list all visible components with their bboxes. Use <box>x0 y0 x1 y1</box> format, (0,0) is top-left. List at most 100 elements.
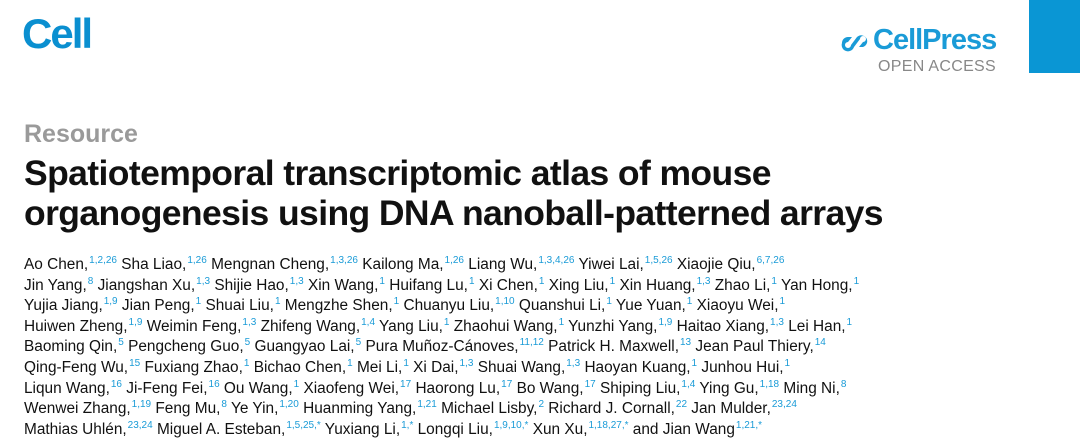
affiliation-superscript[interactable]: 1 <box>403 357 409 369</box>
author-line: Jin Yang,8 Jiangshan Xu,1,3 Shijie Hao,1… <box>24 276 859 297</box>
affiliation-superscript[interactable]: 1,9 <box>128 316 143 328</box>
author-name: Xin Wang, <box>307 276 379 294</box>
author: Huiwen Zheng,1,9 <box>24 316 143 335</box>
affiliation-superscript[interactable]: 1 <box>293 378 300 390</box>
affiliation-superscript[interactable]: 17 <box>400 378 412 390</box>
affiliation-superscript[interactable]: 1 <box>606 296 612 308</box>
affiliation-superscript[interactable]: 1,5,26 <box>644 255 673 266</box>
affiliation-superscript[interactable]: 1,3 <box>770 316 784 328</box>
affiliation-superscript[interactable]: 8 <box>87 275 94 287</box>
affiliation-superscript[interactable]: 1,3 <box>242 316 257 328</box>
affiliation-superscript[interactable]: 1,21 <box>417 399 437 411</box>
affiliation-superscript[interactable]: 1 <box>347 357 353 369</box>
author-name: Huanming Yang, <box>303 400 417 418</box>
author-name: Yang Liu, <box>379 317 443 335</box>
affiliation-superscript[interactable]: 1,4 <box>361 316 376 328</box>
author: Ye Yin,1,20 <box>231 399 299 418</box>
author: Yujia Jiang,1,9 <box>24 296 118 315</box>
affiliation-superscript[interactable]: 5 <box>118 337 124 349</box>
author: Bichao Chen,1 <box>254 357 353 376</box>
affiliation-superscript[interactable]: 1,26 <box>444 255 464 266</box>
affiliation-superscript[interactable]: 1 <box>195 296 202 308</box>
author: Richard J. Cornall,22 <box>548 399 688 418</box>
author: Xiaoyu Wei,1 <box>697 296 786 315</box>
affiliation-superscript[interactable]: 1 <box>771 275 777 287</box>
affiliation-superscript[interactable]: 22 <box>675 399 688 411</box>
author-name: Pengcheng Guo, <box>128 338 244 356</box>
affiliation-superscript[interactable]: 1,9 <box>103 296 118 308</box>
author: Feng Mu,8 <box>155 399 227 418</box>
affiliation-superscript[interactable]: 1 <box>243 357 250 369</box>
author: Jian Peng,1 <box>122 296 202 315</box>
affiliation-superscript[interactable]: 1,3,4,26 <box>538 255 575 266</box>
affiliation-superscript[interactable]: 1 <box>538 275 545 287</box>
affiliation-superscript[interactable]: 1 <box>853 275 860 287</box>
affiliation-superscript[interactable]: 1 <box>691 357 698 369</box>
affiliation-superscript[interactable]: 1,21,* <box>735 419 763 431</box>
author-name: Yiwei Lai, <box>578 256 644 273</box>
affiliation-superscript[interactable]: 1,3 <box>289 275 304 287</box>
affiliation-superscript[interactable]: 15 <box>129 357 141 369</box>
affiliation-superscript[interactable]: 1 <box>686 296 693 308</box>
author: Lei Han,1 <box>788 316 853 335</box>
affiliation-superscript[interactable]: 1,* <box>401 419 414 431</box>
affiliation-superscript[interactable]: 1 <box>846 316 853 328</box>
affiliation-superscript[interactable]: 1,3 <box>196 275 211 287</box>
author: Jiangshan Xu,1,3 <box>98 275 211 294</box>
affiliation-superscript[interactable]: 5 <box>355 337 362 349</box>
author-name: and Jian Wang <box>632 420 735 438</box>
author: Jean Paul Thiery,14 <box>695 337 826 356</box>
author: Shuai Liu,1 <box>205 296 281 315</box>
affiliation-superscript[interactable]: 1,2,26 <box>89 255 117 266</box>
affiliation-superscript[interactable]: 8 <box>840 378 847 390</box>
affiliation-superscript[interactable]: 2 <box>538 399 545 411</box>
author-name: Jan Mulder, <box>691 400 771 418</box>
affiliation-superscript[interactable]: 17 <box>584 378 596 390</box>
affiliation-superscript[interactable]: 1,3 <box>696 275 711 287</box>
affiliation-superscript[interactable]: 1 <box>468 275 475 287</box>
affiliation-superscript[interactable]: 1,18 <box>759 378 780 390</box>
affiliation-superscript[interactable]: 17 <box>501 378 513 390</box>
affiliation-superscript[interactable]: 1 <box>779 296 786 308</box>
author-line: Ao Chen,1,2,26 Sha Liao,1,26 Mengnan Che… <box>24 255 859 276</box>
affiliation-superscript[interactable]: 1 <box>784 357 791 369</box>
author-line: Qing-Feng Wu,15 Fuxiang Zhao,1 Bichao Ch… <box>24 358 859 379</box>
author-name: Haoyan Kuang, <box>584 358 691 376</box>
affiliation-superscript[interactable]: 1,3,26 <box>330 255 358 266</box>
affiliation-superscript[interactable]: 1,19 <box>131 399 152 411</box>
affiliation-superscript[interactable]: 1,4 <box>681 378 696 390</box>
affiliation-superscript[interactable]: 11,12 <box>519 337 544 349</box>
affiliation-superscript[interactable]: 16 <box>208 378 220 390</box>
affiliation-superscript[interactable]: 1,9,10,* <box>493 419 529 431</box>
affiliation-superscript[interactable]: 1,5,25,* <box>286 419 321 431</box>
affiliation-superscript[interactable]: 1 <box>558 316 565 328</box>
affiliation-superscript[interactable]: 1,10 <box>495 296 515 308</box>
affiliation-superscript[interactable]: 1 <box>443 316 450 328</box>
article-type: Resource <box>24 120 138 148</box>
author: Shuai Wang,1,3 <box>478 357 581 376</box>
affiliation-superscript[interactable]: 1,20 <box>279 399 299 411</box>
affiliation-superscript[interactable]: 16 <box>110 378 122 390</box>
affiliation-superscript[interactable]: 1,9 <box>658 316 673 328</box>
publisher-name: CellPress <box>873 24 997 56</box>
affiliation-superscript[interactable]: 1 <box>274 296 281 308</box>
affiliation-superscript[interactable]: 1 <box>393 296 400 308</box>
affiliation-superscript[interactable]: 1,3 <box>566 357 581 369</box>
affiliation-superscript[interactable]: 8 <box>221 399 227 411</box>
affiliation-superscript[interactable]: 6,7,26 <box>756 255 785 266</box>
affiliation-superscript[interactable]: 23,24 <box>127 419 153 431</box>
affiliation-superscript[interactable]: 13 <box>679 337 692 349</box>
affiliation-superscript[interactable]: 1,18,27,* <box>588 419 629 431</box>
affiliation-superscript[interactable]: 1,3 <box>459 357 474 369</box>
author: Xun Xu,1,18,27,* <box>533 419 629 438</box>
author: Patrick H. Maxwell,13 <box>548 337 692 356</box>
author-name: Pura Muñoz-Cánoves, <box>365 338 519 356</box>
affiliation-superscript[interactable]: 1 <box>609 275 616 287</box>
affiliation-superscript[interactable]: 1 <box>379 275 385 287</box>
affiliation-superscript[interactable]: 1,26 <box>187 255 207 266</box>
affiliation-superscript[interactable]: 23,24 <box>771 399 797 411</box>
affiliation-superscript[interactable]: 5 <box>244 337 251 349</box>
author-name: Haitao Xiang, <box>676 317 770 335</box>
affiliation-superscript[interactable]: 14 <box>814 337 826 349</box>
author-name: Jin Yang, <box>24 276 87 294</box>
